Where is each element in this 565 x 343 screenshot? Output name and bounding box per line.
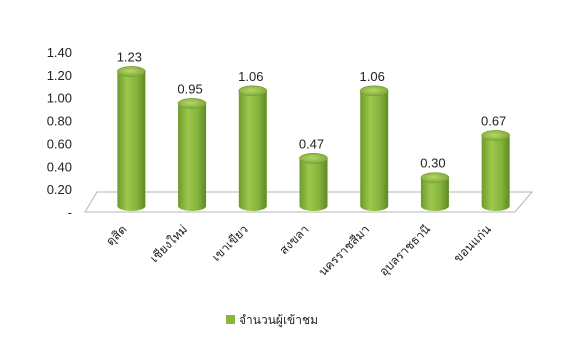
x-tick-label: สงขลา [277, 222, 312, 257]
y-tick-label: 0.20 [47, 182, 72, 197]
y-tick-label: 0.60 [47, 136, 72, 151]
bar-body [360, 90, 389, 211]
bar-top [177, 98, 207, 109]
legend: จำนวนผู้เข้าชม [226, 313, 318, 328]
bar-top [420, 172, 450, 184]
bars [117, 66, 510, 211]
data-labels: 1.23 0.95 1.06 0.47 1.06 0.30 0.67 [117, 49, 507, 170]
bar-top [117, 66, 146, 77]
legend-swatch [226, 315, 235, 324]
x-tick-label: ขอนแก่น [451, 222, 494, 265]
x-tick-label: เขาเขียว [209, 222, 251, 264]
data-label: 0.30 [420, 156, 445, 171]
bar-body [299, 158, 328, 211]
x-tick-label: ดุสิต [103, 222, 130, 249]
y-tick-label: 0.40 [47, 159, 72, 174]
bar-top [481, 130, 510, 141]
data-label: 0.47 [299, 136, 324, 151]
x-axis: ดุสิต เชียงใหม่ เขาเขียว สงขลา นครราชสีมา อุบ… [103, 222, 493, 279]
x-tick-label: อุบลราชธานี [377, 222, 434, 279]
bar-top [238, 85, 268, 97]
bar [117, 66, 146, 211]
bar [238, 85, 268, 211]
data-label: 0.67 [481, 113, 506, 128]
data-label: 1.23 [117, 49, 142, 64]
bar [299, 152, 328, 211]
bar [177, 98, 207, 211]
y-axis: - 0.20 0.40 0.60 0.80 1.00 1.20 1.40 [47, 45, 72, 220]
x-tick-label: เชียงใหม่ [147, 222, 190, 265]
bar-top [359, 85, 389, 97]
bar-body [481, 135, 510, 211]
y-tick-label: 1.40 [47, 45, 72, 60]
bar-body [178, 103, 207, 211]
bar [359, 85, 389, 211]
data-label: 0.95 [177, 81, 202, 96]
y-tick-label: 1.00 [47, 91, 72, 106]
data-label: 1.06 [238, 69, 263, 84]
bar-top [299, 152, 328, 164]
legend-label: จำนวนผู้เข้าชม [239, 313, 318, 328]
y-tick-label: - [68, 205, 72, 220]
bar-body [420, 177, 449, 211]
bar-body [238, 90, 267, 211]
y-tick-label: 1.20 [47, 68, 72, 83]
y-tick-label: 0.80 [47, 114, 72, 129]
data-label: 1.06 [360, 69, 385, 84]
bar [420, 172, 450, 211]
x-tick-label: นครราชสีมา [316, 222, 373, 279]
bar [481, 130, 510, 211]
bar-body [117, 71, 146, 211]
